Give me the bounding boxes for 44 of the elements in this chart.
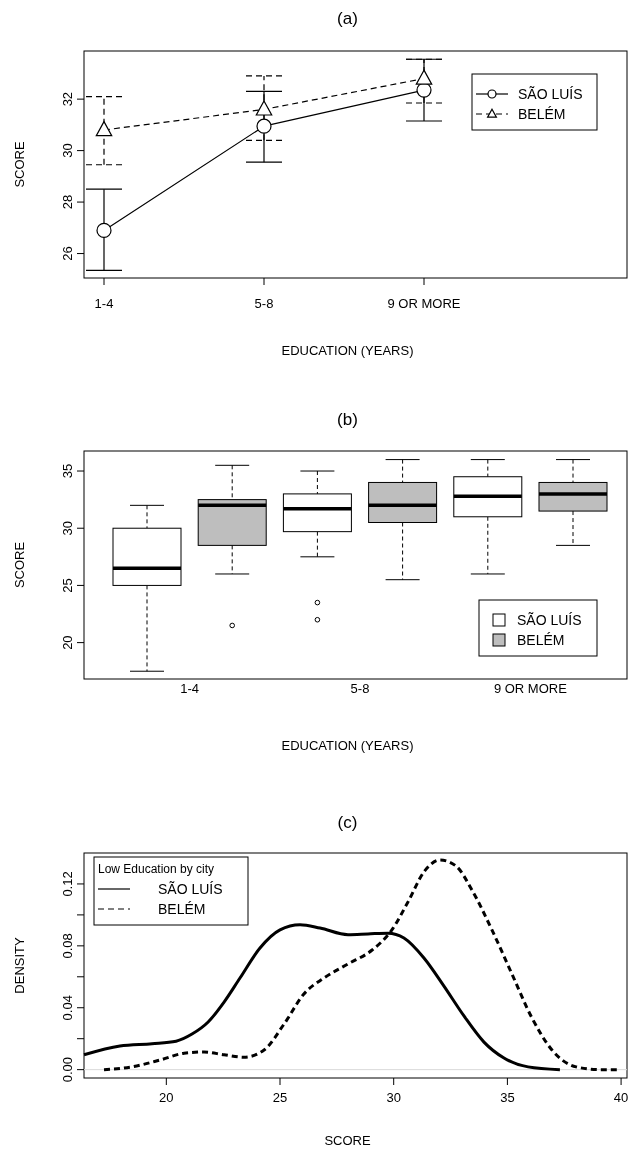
y-tick-label: 0.04 [60,995,75,1021]
x-tick-label: 5-8 [350,681,370,696]
legend-label: SÃO LUÍS [517,612,582,628]
legend-label: BELÉM [518,106,566,122]
x-tick-label: 1-4 [180,681,199,696]
point [415,69,433,85]
y-tick-label: 30 [60,143,75,158]
x-tick-label: 20 [159,1090,174,1105]
y-tick-label: 30 [60,520,75,536]
chart-title: (b) [337,410,358,429]
x-axis-title: EDUCATION (YEARS) [281,738,414,753]
y-tick-label: 28 [60,194,75,210]
legend-label: SÃO LUÍS [158,881,223,897]
y-tick-label: 0.00 [60,1056,75,1083]
x-tick-label: 30 [386,1090,401,1105]
point [255,100,273,116]
legend-title: Low Education by city [98,862,215,876]
chart-title: (a) [337,9,358,28]
chart-title: (c) [337,813,358,832]
point [95,121,113,137]
x-axis-title: SCORE [324,1133,371,1148]
legend-label: SÃO LUÍS [518,86,583,102]
x-tick-label: 40 [613,1090,628,1105]
x-axis-title: EDUCATION (YEARS) [281,343,414,358]
y-tick-label: 20 [60,635,75,650]
legend-label: BELÉM [158,901,206,917]
y-axis-title: DENSITY [12,937,27,994]
y-tick-label: 26 [60,246,75,261]
y-tick-label: 32 [60,91,75,107]
x-tick-label: 9 OR MORE [493,681,568,696]
y-tick-label: 0.08 [60,933,75,959]
legend-label: BELÉM [517,632,565,648]
x-tick-label: 9 OR MORE [387,296,461,311]
y-axis-title: SCORE [12,141,27,188]
x-tick-label: 5-8 [254,296,274,311]
x-tick-label: 1-4 [94,296,114,311]
point [96,222,112,238]
y-axis-title: SCORE [12,541,27,589]
y-tick-label: 0.12 [60,871,75,897]
x-tick-label: 25 [272,1090,288,1105]
point [256,118,272,134]
x-tick-label: 35 [500,1090,515,1105]
y-tick-label: 25 [60,578,75,593]
y-tick-label: 35 [60,463,75,479]
